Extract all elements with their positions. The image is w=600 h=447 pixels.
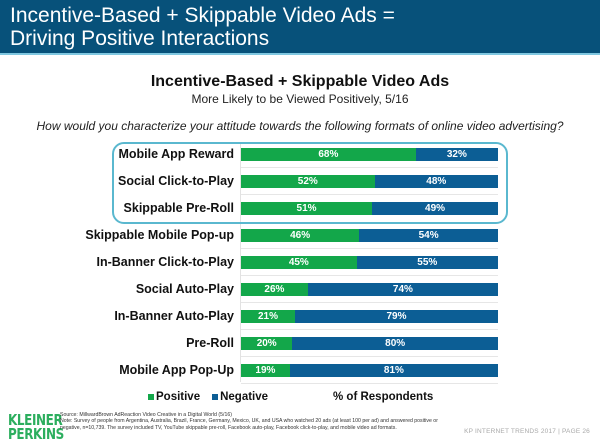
gridline <box>241 329 498 330</box>
positive-swatch-icon <box>148 394 154 400</box>
source-text: Source: MillwardBrown AdReaction Video C… <box>60 412 232 418</box>
positive-segment: 68% <box>241 148 416 161</box>
gridline <box>241 356 498 357</box>
x-axis-label: % of Respondents <box>333 391 434 403</box>
category-label: In-Banner Click-to-Play <box>96 255 234 269</box>
stacked-bar: 26% 74% <box>241 283 498 296</box>
negative-swatch-icon <box>212 394 219 400</box>
negative-segment: 79% <box>294 310 498 323</box>
negative-segment: 54% <box>359 229 498 242</box>
stacked-bar: 46% 54% <box>241 229 498 242</box>
positive-segment: 51% <box>241 202 373 215</box>
note-text: Note: Survey of people from Argentina, A… <box>60 418 438 431</box>
bar-row: Social Auto-Play 26% 74% <box>0 282 600 303</box>
negative-segment: 32% <box>415 148 498 161</box>
bar-row: Social Click-to-Play 52% 48% <box>0 174 600 195</box>
gridline <box>241 194 498 195</box>
stacked-bar: 20% 80% <box>241 337 498 350</box>
category-label: Social Click-to-Play <box>117 174 234 188</box>
chart-title: Incentive-Based + Skippable Video Ads <box>150 73 450 90</box>
logo-line-2: PERKINS <box>8 425 64 443</box>
category-label: In-Banner Auto-Play <box>114 309 234 323</box>
gridline <box>241 383 498 384</box>
stacked-bar: 52% 48% <box>241 175 498 188</box>
positive-segment: 52% <box>241 175 375 188</box>
bar-row: Mobile App Reward 68% 32% <box>0 147 600 168</box>
positive-segment: 46% <box>241 229 360 242</box>
page-footer: KP INTERNET TRENDS 2017 | PAGE 26 <box>464 428 590 435</box>
legend-positive-label: Positive <box>156 391 201 403</box>
bar-row: In-Banner Auto-Play 21% 79% <box>0 309 600 330</box>
survey-question: How would you characterize your attitude… <box>36 119 564 133</box>
gridline <box>241 167 498 168</box>
legend-positive: Positive <box>148 391 200 403</box>
chart-subtitle: More Likely to be Viewed Positively, 5/1… <box>191 92 409 106</box>
top-formats-highlight <box>112 142 508 224</box>
bar-row: Pre-Roll 20% 80% <box>0 336 600 357</box>
positive-segment: 21% <box>241 310 295 323</box>
negative-segment: 80% <box>292 337 498 350</box>
slide-title: Incentive-Based + Skippable Video Ads = … <box>10 4 395 50</box>
negative-segment: 74% <box>307 283 498 296</box>
gridline <box>241 248 498 249</box>
gridline <box>241 302 498 303</box>
bar-row: Mobile App Pop-Up 19% 81% <box>0 363 600 384</box>
kleiner-perkins-logo: KLEINER PERKINS <box>8 411 64 443</box>
negative-segment: 81% <box>289 364 498 377</box>
slide-header: Incentive-Based + Skippable Video Ads = … <box>0 0 600 55</box>
category-label: Mobile App Reward <box>118 147 234 161</box>
category-label: Mobile App Pop-Up <box>119 363 234 377</box>
bar-row: Skippable Pre-Roll 51% 49% <box>0 201 600 216</box>
category-label: Skippable Pre-Roll <box>123 201 234 215</box>
stacked-bar: 21% 79% <box>241 310 498 323</box>
category-label: Skippable Mobile Pop-up <box>85 228 234 242</box>
stacked-bar: 19% 81% <box>241 364 498 377</box>
stacked-bar: 51% 49% <box>241 202 498 215</box>
footnote: Source: MillwardBrown AdReaction Video C… <box>60 412 440 431</box>
chart-legend: Positive Negative <box>148 391 280 403</box>
logo-line-1: KLEINER <box>8 411 63 429</box>
category-label: Social Auto-Play <box>135 282 234 296</box>
positive-segment: 20% <box>241 337 293 350</box>
positive-segment: 45% <box>241 256 357 269</box>
legend-negative-label: Negative <box>220 391 269 403</box>
gridline <box>241 275 498 276</box>
category-label: Pre-Roll <box>186 336 234 350</box>
negative-segment: 49% <box>372 202 498 215</box>
legend-negative: Negative <box>212 391 268 403</box>
stacked-bar: 45% 55% <box>241 256 498 269</box>
negative-segment: 55% <box>356 256 498 269</box>
negative-segment: 48% <box>374 175 498 188</box>
y-axis-line <box>240 142 241 382</box>
positive-segment: 19% <box>241 364 290 377</box>
stacked-bar: 68% 32% <box>241 148 498 161</box>
bar-row: In-Banner Click-to-Play 45% 55% <box>0 255 600 276</box>
bar-row: Skippable Mobile Pop-up 46% 54% <box>0 228 600 249</box>
positive-segment: 26% <box>241 283 308 296</box>
